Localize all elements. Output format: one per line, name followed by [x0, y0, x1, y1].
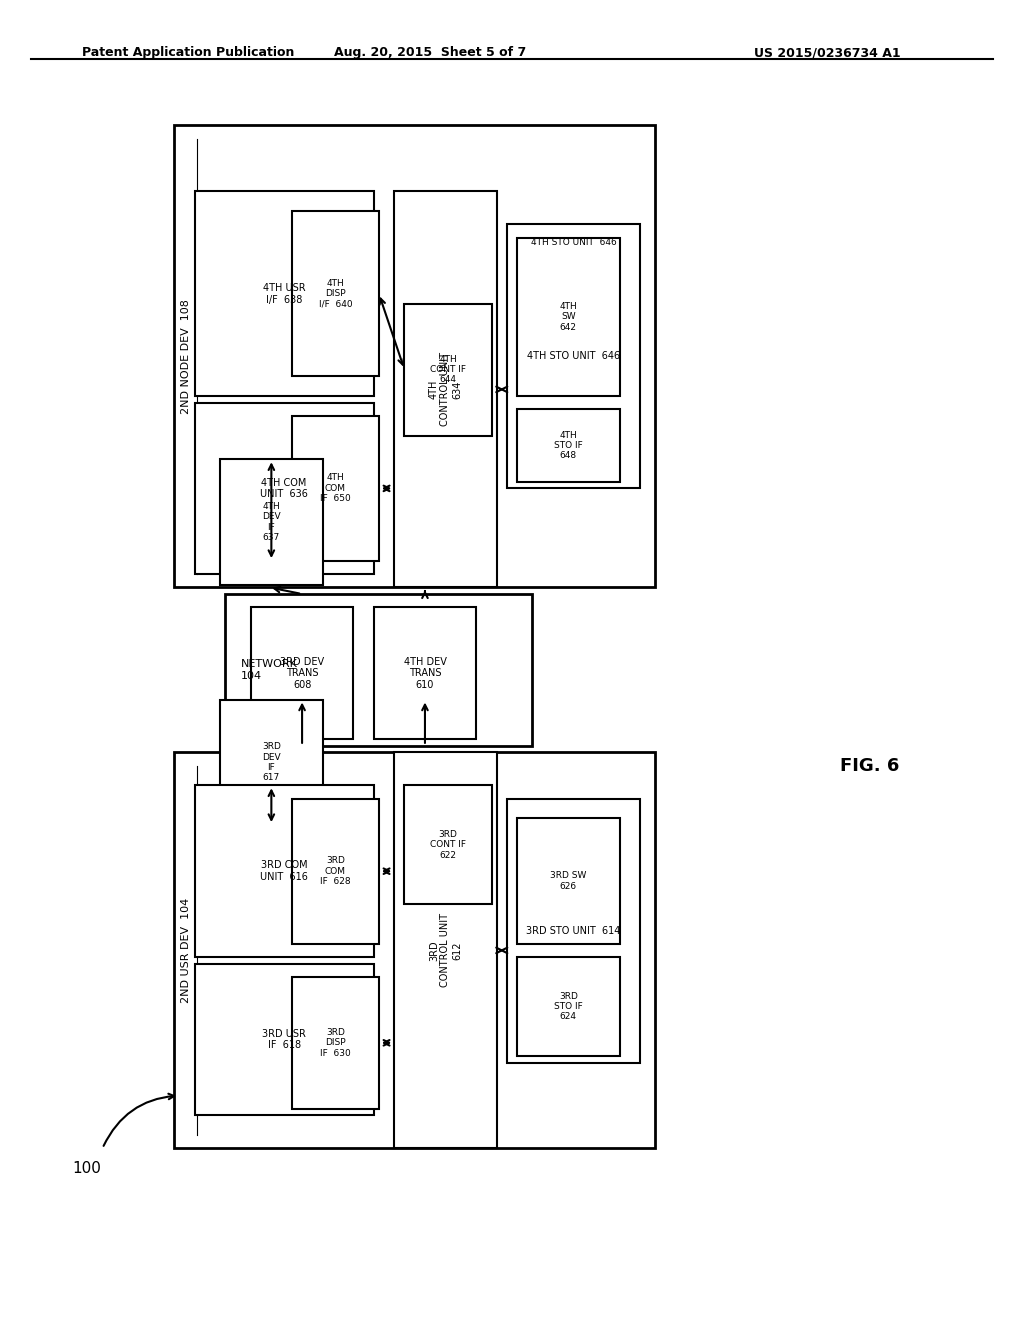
FancyBboxPatch shape [394, 191, 497, 587]
FancyBboxPatch shape [404, 785, 492, 904]
Text: 2ND USR DEV  104: 2ND USR DEV 104 [181, 898, 191, 1003]
Text: 4TH
STO IF
648: 4TH STO IF 648 [554, 430, 583, 461]
FancyBboxPatch shape [404, 304, 492, 436]
FancyBboxPatch shape [174, 125, 655, 587]
FancyBboxPatch shape [394, 752, 497, 1148]
FancyBboxPatch shape [517, 957, 620, 1056]
FancyBboxPatch shape [517, 818, 620, 944]
Text: NETWORK
104: NETWORK 104 [241, 659, 298, 681]
Text: 4TH
DEV
IF
637: 4TH DEV IF 637 [262, 502, 281, 543]
Text: Patent Application Publication: Patent Application Publication [82, 46, 294, 59]
Text: 3RD
STO IF
624: 3RD STO IF 624 [554, 991, 583, 1022]
FancyBboxPatch shape [507, 799, 640, 1063]
Text: 4TH DEV
TRANS
610: 4TH DEV TRANS 610 [403, 656, 446, 690]
FancyBboxPatch shape [517, 238, 620, 396]
Text: 3RD DEV
TRANS
608: 3RD DEV TRANS 608 [280, 656, 325, 690]
Text: 4TH COM
UNIT  636: 4TH COM UNIT 636 [260, 478, 308, 499]
FancyBboxPatch shape [517, 409, 620, 482]
Text: 3RD
DISP
IF  630: 3RD DISP IF 630 [319, 1028, 351, 1057]
Text: 4TH USR
I/F  638: 4TH USR I/F 638 [263, 282, 305, 305]
FancyBboxPatch shape [195, 403, 374, 574]
FancyBboxPatch shape [220, 700, 323, 825]
FancyBboxPatch shape [374, 607, 476, 739]
FancyBboxPatch shape [195, 785, 374, 957]
Text: US 2015/0236734 A1: US 2015/0236734 A1 [755, 46, 901, 59]
Text: 4TH
DISP
I/F  640: 4TH DISP I/F 640 [318, 279, 352, 309]
FancyBboxPatch shape [292, 211, 379, 376]
Text: 3RD USR
IF  618: 3RD USR IF 618 [262, 1028, 306, 1051]
FancyBboxPatch shape [174, 752, 655, 1148]
FancyBboxPatch shape [195, 191, 374, 396]
Text: 3RD
COM
IF  628: 3RD COM IF 628 [321, 857, 350, 886]
Text: 4TH
SW
642: 4TH SW 642 [559, 302, 578, 331]
FancyBboxPatch shape [292, 416, 379, 561]
Text: 4TH
CONTROL UNIT
634: 4TH CONTROL UNIT 634 [429, 352, 462, 426]
Text: 4TH
COM
IF  650: 4TH COM IF 650 [319, 474, 351, 503]
Text: Aug. 20, 2015  Sheet 5 of 7: Aug. 20, 2015 Sheet 5 of 7 [334, 46, 526, 59]
FancyBboxPatch shape [225, 594, 532, 746]
FancyBboxPatch shape [251, 607, 353, 739]
FancyBboxPatch shape [220, 459, 323, 585]
Text: 100: 100 [73, 1160, 101, 1176]
Text: 4TH
CONT IF
644: 4TH CONT IF 644 [430, 355, 466, 384]
Text: 3RD COM
UNIT  616: 3RD COM UNIT 616 [260, 861, 308, 882]
Text: 2ND NODE DEV  108: 2ND NODE DEV 108 [181, 298, 191, 414]
Text: 3RD
CONT IF
622: 3RD CONT IF 622 [430, 830, 466, 859]
Text: 3RD SW
626: 3RD SW 626 [550, 871, 587, 891]
Text: 3RD
DEV
IF
617: 3RD DEV IF 617 [262, 742, 281, 783]
FancyBboxPatch shape [195, 964, 374, 1115]
Text: 3RD STO UNIT  614: 3RD STO UNIT 614 [526, 925, 621, 936]
Text: 3RD
CONTROL UNIT
612: 3RD CONTROL UNIT 612 [429, 913, 462, 987]
Text: 4TH STO UNIT  646: 4TH STO UNIT 646 [530, 238, 616, 247]
FancyBboxPatch shape [292, 799, 379, 944]
FancyBboxPatch shape [292, 977, 379, 1109]
FancyBboxPatch shape [507, 224, 640, 488]
Text: FIG. 6: FIG. 6 [840, 756, 899, 775]
Text: 4TH STO UNIT  646: 4TH STO UNIT 646 [527, 351, 620, 362]
